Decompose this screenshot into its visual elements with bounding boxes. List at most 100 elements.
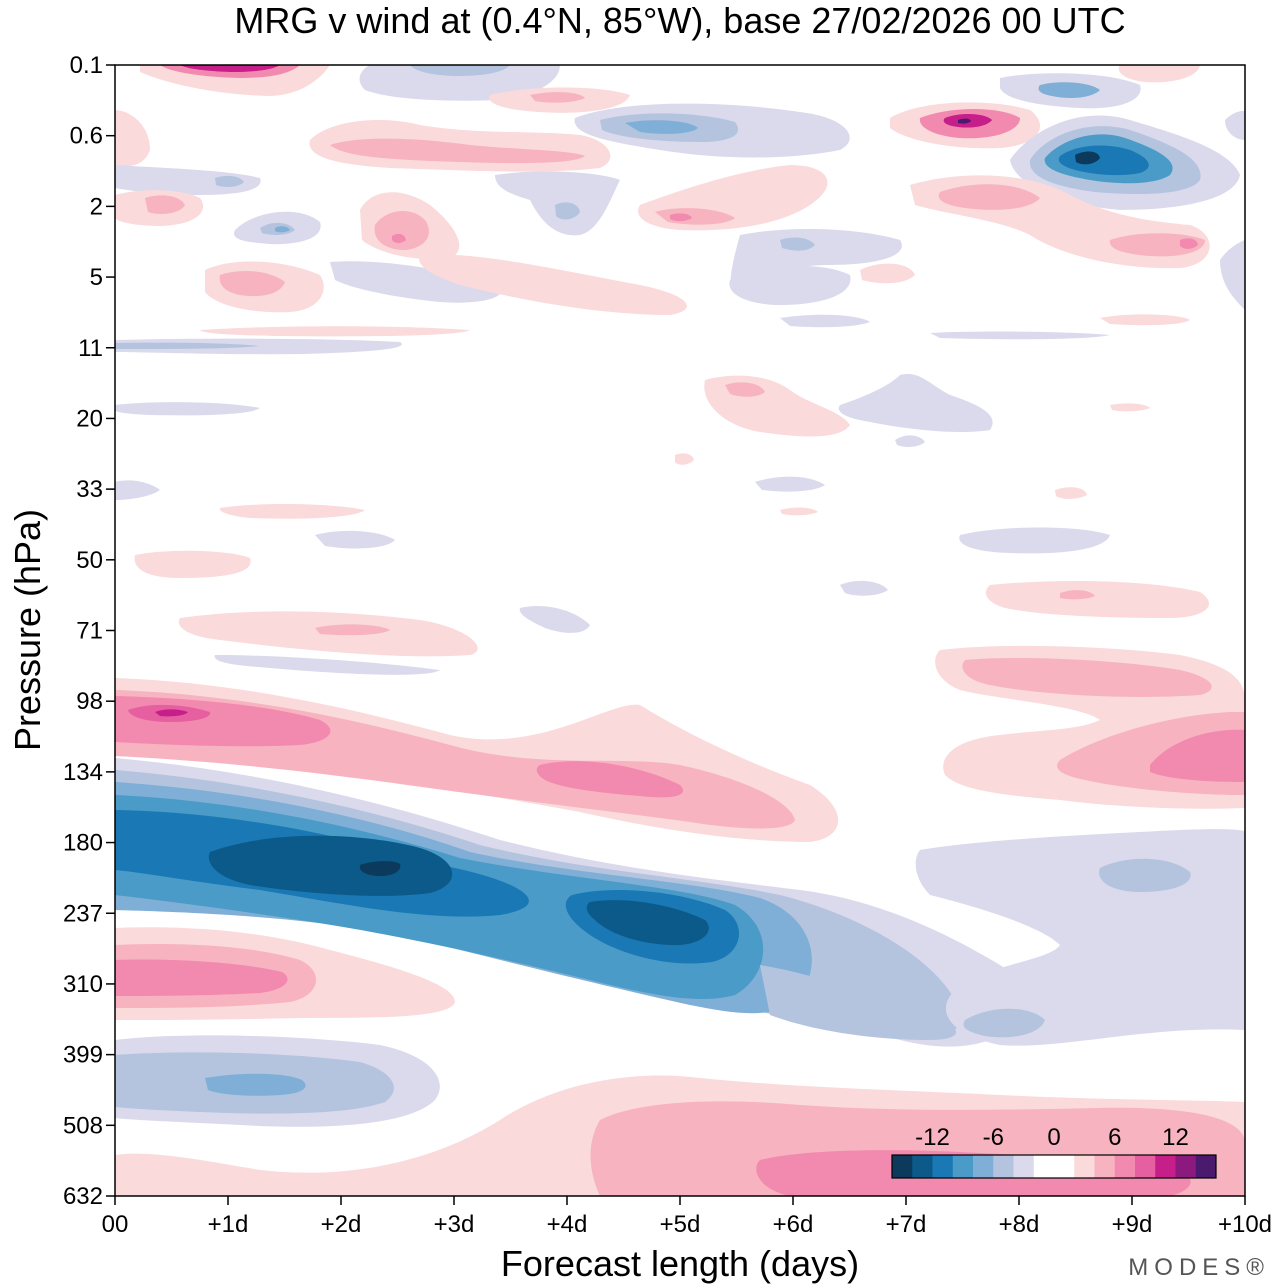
- y-tick-label: 632: [63, 1183, 103, 1210]
- contour-neg-11-left: [115, 338, 402, 355]
- colorbar-tick-label: 6: [1108, 1124, 1121, 1151]
- contour-pos-11-right: [1100, 314, 1190, 326]
- contour-neg-33-left: [115, 480, 160, 500]
- contour-pos-2-right-mid: [938, 184, 1040, 210]
- colorbar-swatch: [892, 1155, 913, 1178]
- contour-neg-20-right: [838, 374, 993, 433]
- contour-pos-2-left-m: [145, 195, 185, 214]
- y-tick-label: 33: [76, 476, 103, 503]
- colorbar-swatch: [952, 1155, 974, 1178]
- y-tick-label: 11: [78, 335, 103, 362]
- x-tick-label: +9d: [1112, 1211, 1153, 1238]
- contour-neg-2-mid-m: [555, 202, 580, 220]
- contour-neg-60-center: [840, 580, 888, 596]
- colorbar-swatch: [1135, 1155, 1156, 1178]
- colorbar-frame: [891, 1154, 1217, 1179]
- contour-pos-right-71: [985, 580, 1209, 618]
- y-tick-label: 2: [90, 193, 103, 220]
- y-tick-label: 0.1: [70, 52, 103, 79]
- contour-neg-399-508-inner: [205, 1073, 306, 1096]
- contour-neg-main-l5b: [586, 900, 709, 946]
- contour-pos-98-core: [155, 709, 188, 717]
- contour-pos-50: [134, 550, 251, 578]
- contour-neg-right-mid: [1099, 858, 1191, 892]
- y-tick-label: 71: [76, 618, 103, 645]
- contour-neg-50-left: [315, 530, 395, 549]
- contour-neg-top-1m: [410, 65, 510, 76]
- contour-neg-11-center: [780, 314, 870, 328]
- x-tick-label: +8d: [999, 1211, 1040, 1238]
- contour-pos-3-leftmid-i: [392, 233, 406, 243]
- contour-neg-3-center-m: [780, 237, 815, 251]
- y-tick-label: 50: [76, 547, 103, 574]
- contour-pos-06-band-mid: [330, 138, 585, 164]
- contour-neg-3-center: [730, 228, 902, 292]
- colorbar-swatch: [1114, 1155, 1136, 1178]
- contour-neg-2-mid: [495, 171, 620, 236]
- contour-pos-25-small: [675, 453, 694, 465]
- contour-neg-5-rcenter: [729, 265, 851, 305]
- contour-neg-right-mid2: [963, 1008, 1045, 1038]
- colorbar-swatch: [1013, 1155, 1035, 1178]
- contour-neg-5-right: [1220, 240, 1245, 310]
- x-tick-label: +7d: [886, 1211, 927, 1238]
- colorbar-swatch: [932, 1155, 954, 1178]
- colorbar-swatch: [1033, 1155, 1055, 1178]
- colorbar-tick-label: -6: [983, 1124, 1004, 1151]
- contour-pos-right-98-mid: [962, 658, 1212, 697]
- x-tick-label: +2d: [321, 1211, 362, 1238]
- contour-neg-90-thin: [214, 655, 440, 675]
- contour-pos-5-right: [860, 263, 915, 284]
- colorbar-swatch: [1054, 1155, 1075, 1178]
- contour-pos-3-leftmid-mid: [374, 210, 429, 250]
- y-axis-label: Pressure (hPa): [7, 509, 48, 751]
- contour-pos-310-inner: [115, 959, 288, 996]
- x-tick-label: +5d: [660, 1211, 701, 1238]
- colorbar-tick-label: -12: [915, 1124, 950, 1151]
- contour-neg-2-left2-i: [275, 226, 290, 233]
- contour-fields: [115, 65, 1245, 1196]
- contour-neg-71-small: [519, 605, 590, 633]
- colorbar-swatch: [993, 1155, 1014, 1178]
- contour-pos-33-right: [1055, 487, 1087, 499]
- contour-neg-11-left-m: [115, 342, 260, 349]
- contour-neg-11-rline: [930, 331, 1110, 340]
- y-tick-label: 237: [63, 900, 103, 927]
- x-tick-label: +6d: [773, 1211, 814, 1238]
- contour-neg-right-lower: [760, 965, 957, 1040]
- contour-neg-20-right-small: [895, 435, 925, 447]
- contour-neg-20-left: [115, 402, 260, 416]
- watermark-modes: MODES®: [1128, 1254, 1270, 1281]
- contour-pos-06-r-core: [958, 118, 971, 124]
- contour-pos-right-134-inner: [1150, 729, 1245, 782]
- x-tick-label: +3d: [434, 1211, 475, 1238]
- x-axis-label: Forecast length (days): [501, 1243, 859, 1284]
- contour-pos-3-right-mid: [1109, 233, 1205, 257]
- colorbar-swatch: [1155, 1155, 1176, 1178]
- x-tick-label: +10d: [1218, 1211, 1272, 1238]
- contour-neg-06-inner: [625, 120, 698, 134]
- contour-pos-5-left-mid: [219, 270, 285, 297]
- contour-pos-33-left: [219, 504, 365, 519]
- chart-title: MRG v wind at (0.4°N, 85°W), base 27/02/…: [234, 0, 1125, 41]
- contour-pos-top-inner: [180, 65, 280, 72]
- y-tick-label: 0.6: [70, 123, 103, 150]
- contour-pos-71-mid: [315, 624, 390, 636]
- contour-pos-5-center: [419, 254, 687, 315]
- colorbar-swatch: [1195, 1155, 1217, 1178]
- contour-neg-1-left: [115, 165, 261, 195]
- y-axis: 0.1 0.6 2 5 11 20 33 50 71 98 134 180 237 310 399 508 63…: [63, 52, 115, 1210]
- y-tick-label: 508: [63, 1112, 103, 1139]
- y-tick-label: 180: [63, 830, 103, 857]
- contour-pos-11-line: [200, 326, 470, 337]
- x-tick-label: +4d: [547, 1211, 588, 1238]
- contour-pos-06-upper-mid: [530, 92, 585, 103]
- contour-pos-36-center: [780, 507, 818, 516]
- contour-neg-5-mid: [330, 261, 502, 303]
- y-tick-label: 134: [63, 759, 103, 786]
- x-axis: 00 +1d +2d +3d +4d +5d +6d +7d +8d +9d +10d: [102, 1196, 1272, 1238]
- contour-neg-top-2m: [1038, 82, 1100, 98]
- contour-pos-06-left: [115, 110, 150, 167]
- contour-pos-right-71-mid: [1060, 590, 1095, 600]
